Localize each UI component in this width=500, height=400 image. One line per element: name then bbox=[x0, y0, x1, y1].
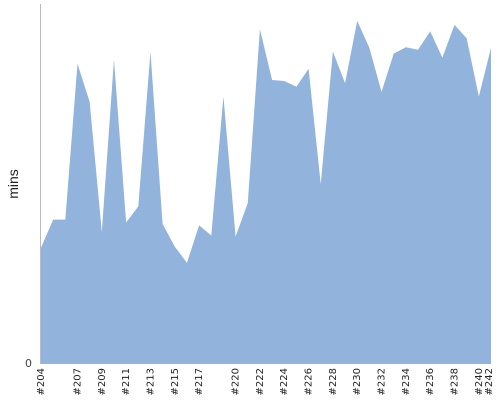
x-tick-label-213: #213 bbox=[145, 368, 156, 395]
x-tick-label-222: #222 bbox=[255, 368, 266, 395]
x-tick-label-209: #209 bbox=[97, 368, 108, 395]
x-tick-label-207: #207 bbox=[72, 368, 83, 395]
x-tick-label-236: #236 bbox=[425, 368, 436, 395]
x-tick-label-230: #230 bbox=[352, 368, 363, 395]
x-tick-label-234: #234 bbox=[401, 368, 412, 395]
x-tick-label-224: #224 bbox=[279, 368, 290, 395]
x-tick-label-226: #226 bbox=[304, 368, 315, 395]
x-axis-ticks: #204 #207 #209 #211 #213 #215 #217 #220 #222 #224… bbox=[36, 368, 495, 395]
x-tick-label-240: #240 bbox=[474, 368, 485, 395]
area-series bbox=[41, 20, 491, 364]
x-tick-label-220: #220 bbox=[231, 368, 242, 395]
y-tick-label: 0 bbox=[25, 357, 32, 370]
x-tick-label-238: #238 bbox=[450, 368, 461, 395]
x-tick-label-204: #204 bbox=[36, 368, 47, 395]
x-tick-label-211: #211 bbox=[121, 368, 132, 395]
x-tick-label-232: #232 bbox=[377, 368, 388, 395]
x-tick-label-217: #217 bbox=[194, 368, 205, 395]
x-tick-label-215: #215 bbox=[170, 368, 181, 395]
x-tick-label-228: #228 bbox=[328, 368, 339, 395]
y-axis-title: mins bbox=[5, 169, 21, 199]
plot-area bbox=[41, 20, 491, 364]
y-axis-ticks: 0 bbox=[25, 357, 32, 370]
x-tick-label-242: #242 bbox=[484, 368, 495, 395]
